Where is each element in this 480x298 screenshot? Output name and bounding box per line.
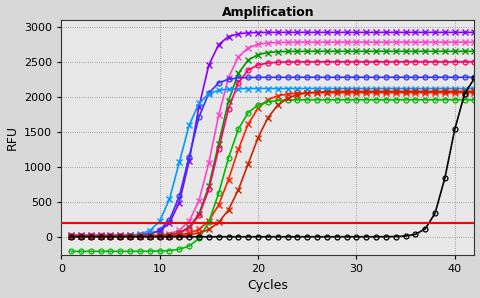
X-axis label: Cycles: Cycles bbox=[247, 280, 288, 292]
Y-axis label: RFU: RFU bbox=[6, 125, 19, 150]
Title: Amplification: Amplification bbox=[222, 6, 314, 18]
